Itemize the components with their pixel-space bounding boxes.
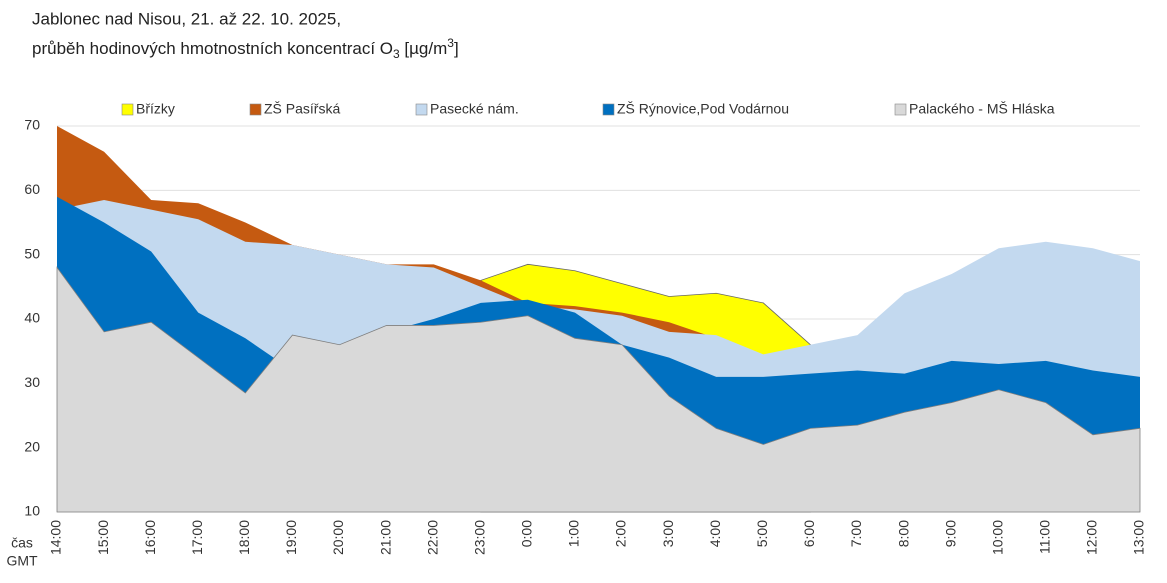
- x-tick-label: 3:00: [660, 520, 676, 547]
- legend-swatch: [121, 103, 134, 116]
- legend-label: Břízky: [136, 101, 175, 117]
- x-tick-label: 12:00: [1084, 520, 1100, 555]
- legend-swatch: [249, 103, 262, 116]
- x-tick-label: 2:00: [613, 520, 629, 547]
- legend-swatch: [602, 103, 615, 116]
- x-tick-label: 6:00: [801, 520, 817, 547]
- y-tick-label: 10: [24, 503, 40, 519]
- x-tick-label: 16:00: [142, 520, 158, 555]
- x-tick-label: 4:00: [707, 520, 723, 547]
- legend-label: Palackého - MŠ Hláska: [909, 101, 1055, 117]
- subtitle-part: [µg/m: [400, 39, 448, 58]
- x-tick-label: 20:00: [330, 520, 346, 555]
- x-axis-label: čas: [11, 535, 33, 551]
- chart-subtitle: průběh hodinových hmotnostních koncentra…: [32, 36, 459, 61]
- legend-label: ZŠ Rýnovice,Pod Vodárnou: [617, 101, 789, 117]
- subtitle-sup: 3: [447, 36, 454, 50]
- subtitle-part: ]: [454, 39, 459, 58]
- x-tick-label: 18:00: [236, 520, 252, 555]
- legend-label: ZŠ Pasířská: [264, 101, 340, 117]
- x-tick-label: 22:00: [424, 520, 440, 555]
- y-tick-label: 50: [24, 245, 40, 261]
- x-tick-label: 9:00: [942, 520, 958, 547]
- x-axis-label: GMT: [6, 553, 38, 569]
- x-tick-label: 1:00: [566, 520, 582, 547]
- x-tick-label: 15:00: [95, 520, 111, 555]
- y-tick-label: 30: [24, 374, 40, 390]
- x-tick-label: 11:00: [1037, 520, 1053, 554]
- y-tick-label: 60: [24, 181, 40, 197]
- x-tick-label: 7:00: [848, 520, 864, 547]
- legend-label: Pasecké nám.: [430, 101, 519, 117]
- y-tick-label: 40: [24, 310, 40, 326]
- x-tick-label: 19:00: [283, 520, 299, 555]
- x-tick-label: 21:00: [377, 520, 393, 555]
- chart-title: Jablonec nad Nisou, 21. až 22. 10. 2025,: [32, 9, 341, 28]
- x-tick-label: 5:00: [754, 520, 770, 547]
- x-tick-label: 14:00: [48, 520, 64, 555]
- x-tick-label: 8:00: [895, 520, 911, 547]
- legend-swatch: [894, 103, 907, 116]
- x-tick-label: 13:00: [1131, 520, 1147, 555]
- x-tick-label: 17:00: [189, 520, 205, 555]
- subtitle-sub: 3: [393, 47, 400, 61]
- area: [56, 266, 1141, 513]
- x-tick-label: 0:00: [519, 520, 535, 547]
- legend-swatch: [415, 103, 428, 116]
- x-tick-label: 23:00: [471, 520, 487, 555]
- x-tick-label: 10:00: [989, 520, 1005, 555]
- y-tick-label: 70: [24, 117, 40, 133]
- y-tick-label: 20: [24, 438, 40, 454]
- subtitle-part: průběh hodinových hmotnostních koncentra…: [32, 39, 393, 58]
